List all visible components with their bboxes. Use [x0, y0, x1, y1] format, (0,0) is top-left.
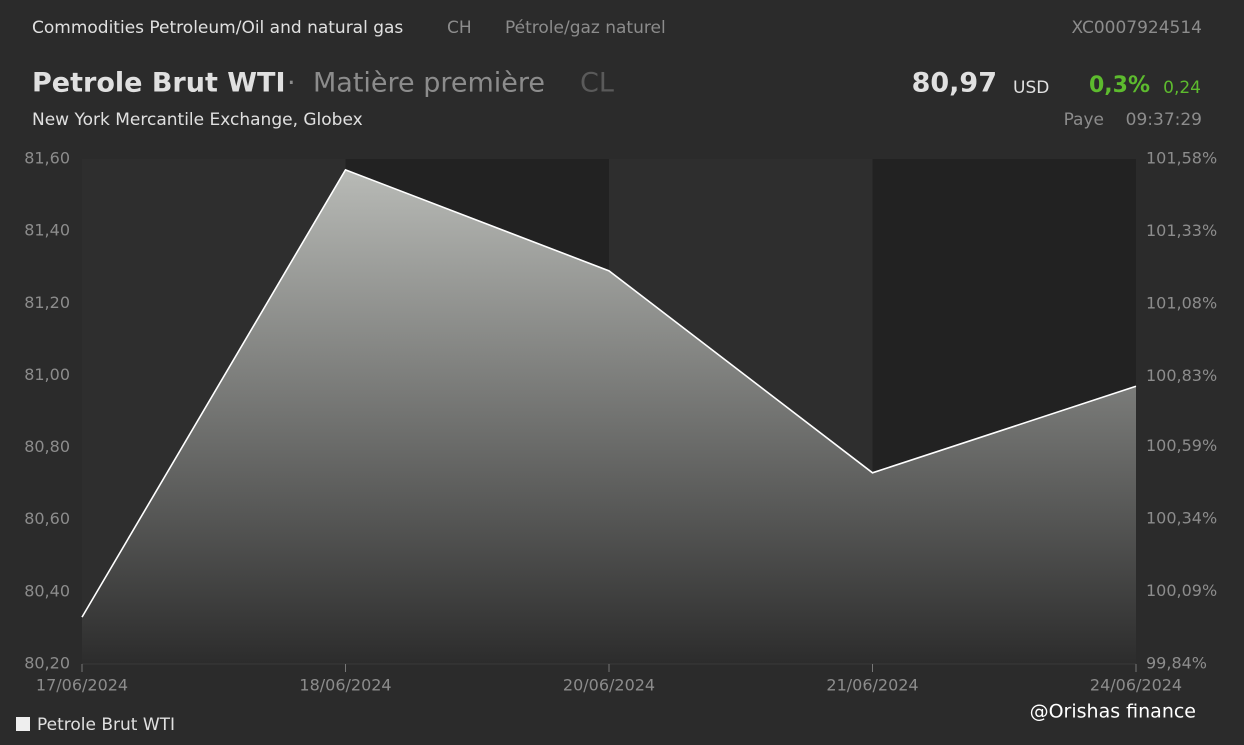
y-tick-label: 80,80 [24, 437, 70, 456]
y-tick-label: 81,60 [24, 149, 70, 168]
y2-tick-label: 101,33% [1146, 221, 1217, 240]
change-abs: 0,24 [1163, 78, 1201, 98]
symbol: CL [580, 68, 614, 99]
status: Paye [1064, 110, 1104, 130]
watermark: @Orishas finance [1030, 701, 1196, 723]
x-tick-label: 20/06/2024 [563, 676, 655, 695]
separator: · [287, 68, 296, 99]
asset-type: Matière première [313, 68, 545, 99]
change-pct: 0,3% [1089, 73, 1150, 98]
y2-tick-label: 101,08% [1146, 294, 1217, 313]
currency: USD [1013, 78, 1049, 98]
x-tick-label: 18/06/2024 [299, 676, 391, 695]
y-tick-label: 81,20 [24, 293, 70, 312]
y-tick-label: 80,20 [24, 654, 70, 673]
area [82, 169, 1136, 665]
category: Commodities Petroleum/Oil and natural ga… [32, 18, 403, 38]
category-fr: Pétrole/gaz naturel [505, 18, 666, 38]
y-tick-label: 80,40 [24, 581, 70, 600]
line [81, 168, 1137, 618]
y2-tick-label: 100,09% [1146, 581, 1217, 600]
y-tick-label: 80,60 [24, 509, 70, 528]
price: 80,97 [912, 68, 997, 99]
y2-tick-label: 100,34% [1146, 508, 1217, 527]
y-tick-label: 81,40 [24, 221, 70, 240]
x-tick-label: 17/06/2024 [36, 676, 128, 695]
isin: XC0007924514 [1072, 18, 1202, 38]
exchange: New York Mercantile Exchange, Globex [32, 110, 363, 130]
x-tick-label: 21/06/2024 [826, 676, 918, 695]
legend-swatch [16, 717, 30, 731]
y2-tick-label: 100,83% [1146, 366, 1217, 385]
country: CH [447, 18, 472, 38]
x-tick-label: 24/06/2024 [1090, 676, 1182, 695]
y2-tick-label: 100,59% [1146, 436, 1217, 455]
y-tick-label: 81,00 [24, 365, 70, 384]
y2-tick-label: 99,84% [1146, 654, 1207, 673]
instrument-name: Petrole Brut WTI [32, 68, 286, 99]
time: 09:37:29 [1126, 110, 1202, 130]
y2-tick-label: 101,58% [1146, 149, 1217, 168]
legend-label: Petrole Brut WTI [37, 715, 175, 735]
